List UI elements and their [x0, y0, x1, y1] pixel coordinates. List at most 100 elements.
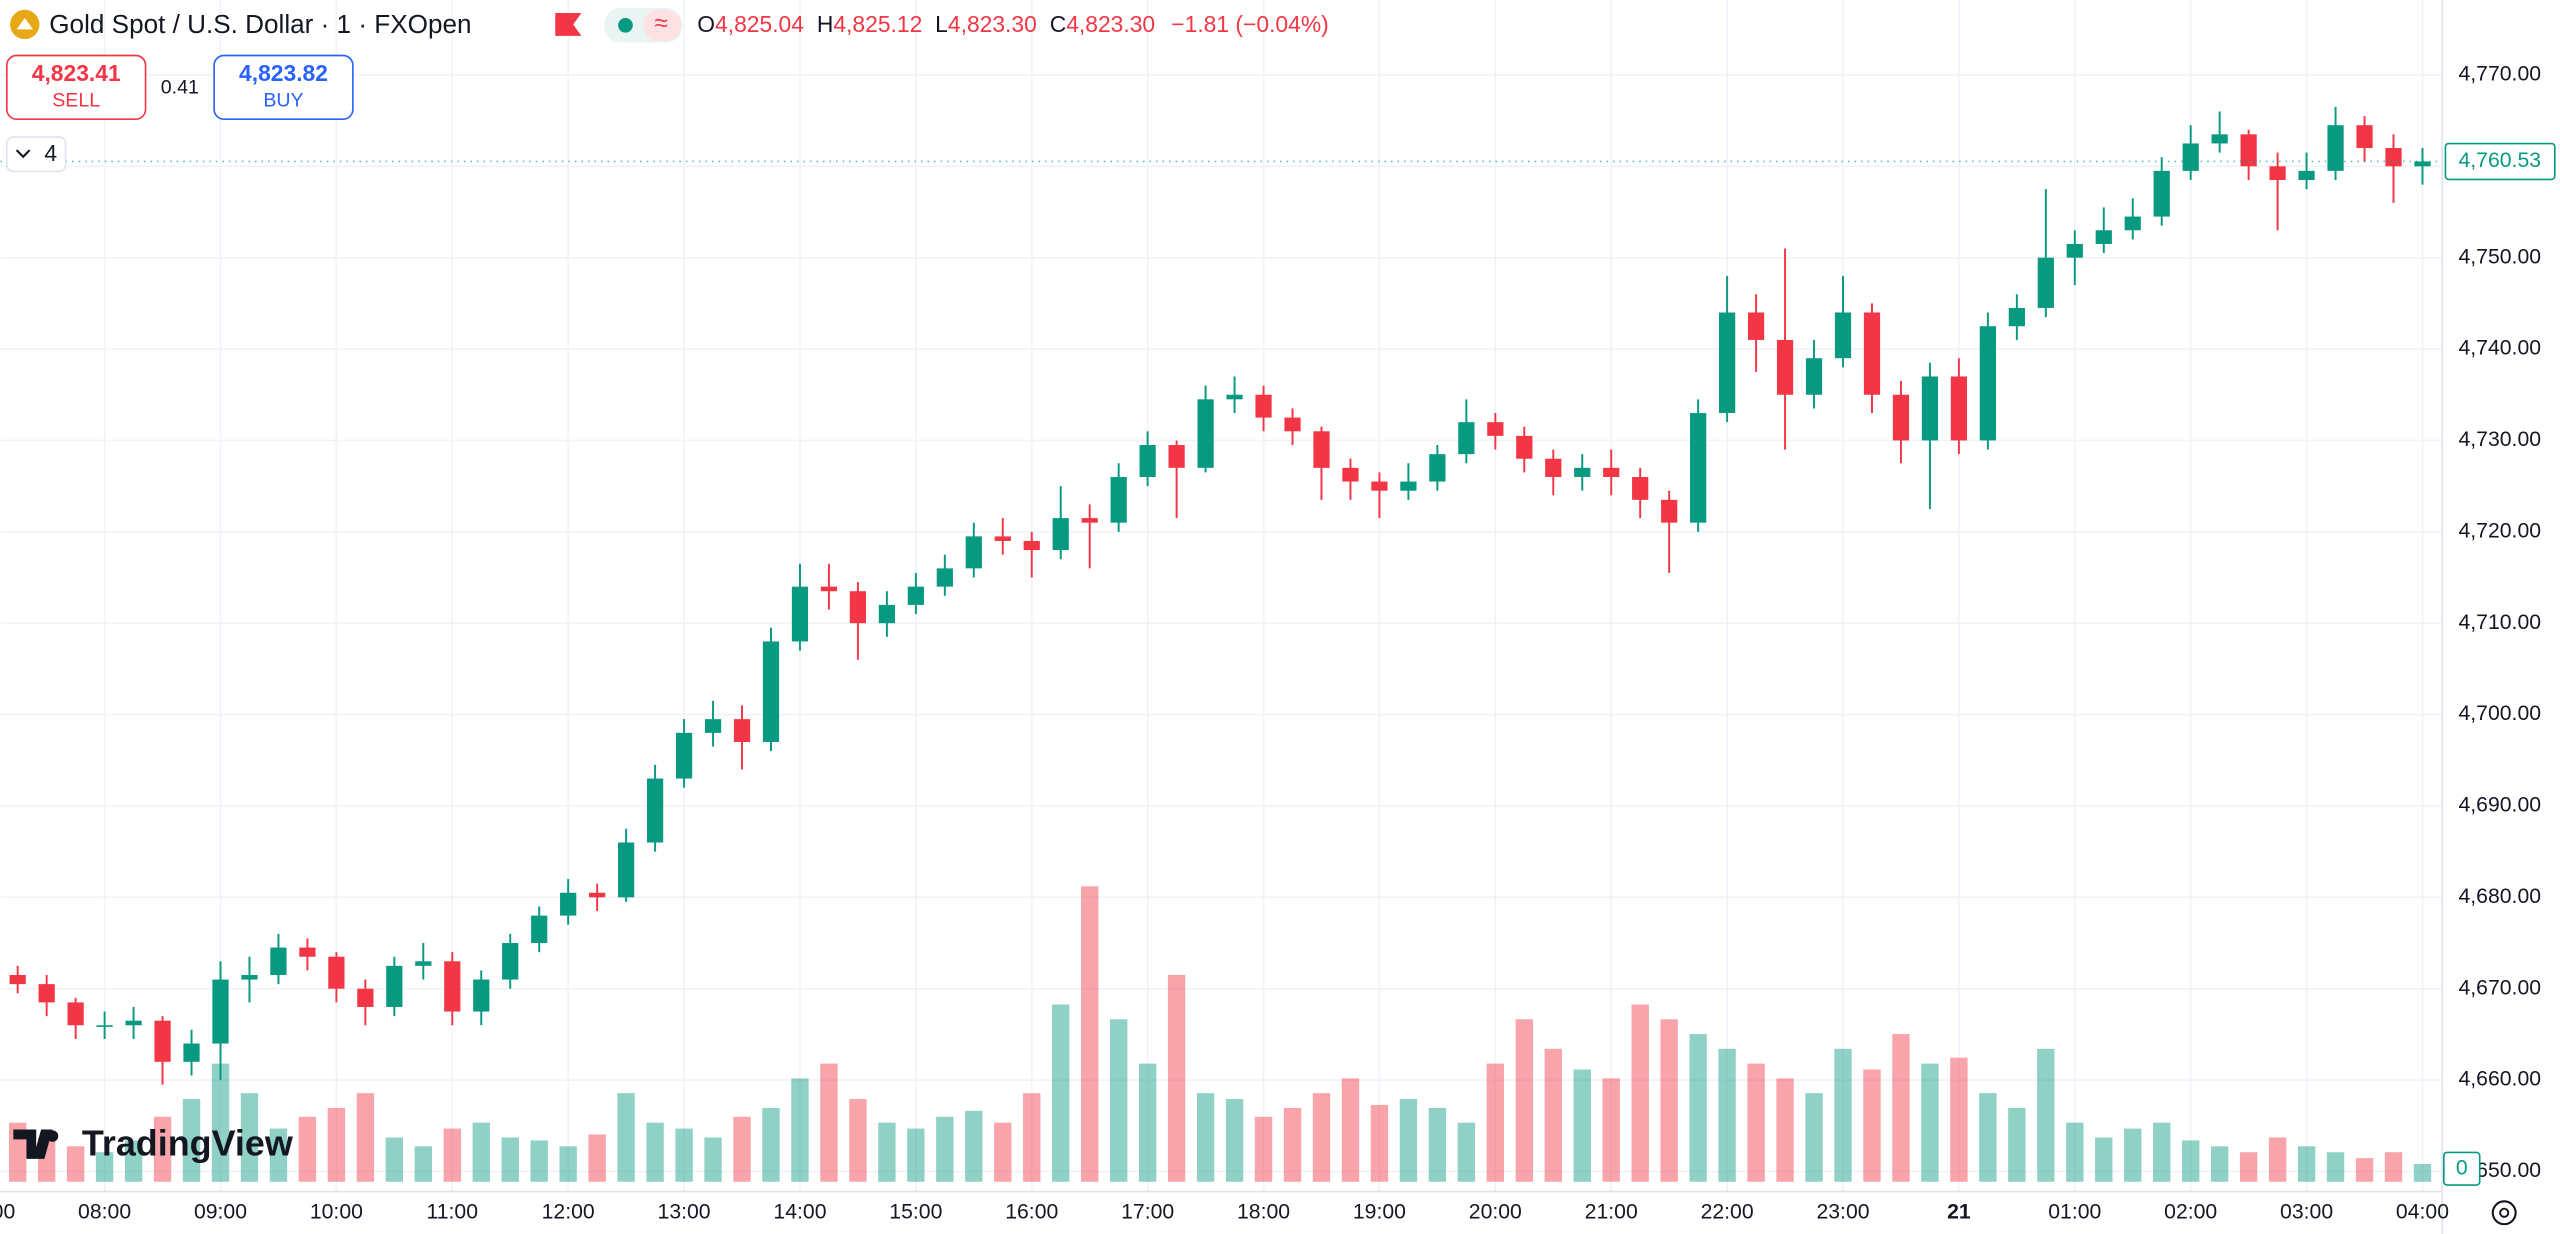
candle-body	[1168, 445, 1185, 468]
volume-bar	[1052, 1004, 1070, 1182]
y-tick-label: 4,710.00	[2459, 611, 2542, 634]
buy-button[interactable]	[213, 54, 354, 120]
indicators-toggle[interactable]: 4	[6, 136, 67, 173]
candle-body	[154, 1020, 171, 1062]
x-tick-label: 01:00	[2048, 1200, 2101, 1223]
candle-body	[849, 591, 867, 624]
candle-body	[1400, 481, 1417, 491]
buy-label: BUY	[263, 89, 303, 111]
candle-body	[2240, 134, 2257, 167]
volume-bar	[907, 1128, 925, 1182]
x-tick-label: 11:00	[427, 1200, 479, 1223]
volume-bar	[472, 1122, 490, 1182]
l-value: 4,823.30	[948, 11, 1037, 37]
x-tick-label: 18:00	[1237, 1200, 1290, 1223]
logo-text: TradingView	[82, 1122, 293, 1163]
candle-body	[328, 956, 345, 989]
candle-body	[1342, 467, 1359, 482]
x-tick-label: 23:00	[1816, 1200, 1869, 1223]
volume-bar	[994, 1122, 1012, 1182]
x-tick-label: 20:00	[1469, 1200, 1522, 1223]
volume-bar	[2239, 1152, 2258, 1182]
candle-body	[965, 536, 982, 569]
candle-body	[1747, 312, 1765, 340]
logo-mark	[13, 1129, 53, 1159]
c-label: C	[1050, 11, 1067, 37]
volume-bar	[530, 1140, 548, 1182]
volume-bar	[1428, 1107, 1447, 1182]
x-tick-label: 12:00	[542, 1200, 595, 1223]
volume-bar	[2037, 1048, 2055, 1182]
volume-tick-label: 0	[2456, 1156, 2468, 1179]
last-price-box	[2444, 142, 2556, 181]
candle-body	[125, 1020, 142, 1026]
candle-body	[502, 943, 519, 980]
candle-body	[2008, 307, 2025, 327]
candle-body	[531, 915, 548, 944]
candle-body	[560, 892, 577, 916]
y-tick-label: 4,670.00	[2459, 976, 2542, 999]
settings-icon-core	[2499, 1207, 2510, 1218]
volume-bar	[1081, 886, 1099, 1182]
volume-bar	[443, 1128, 461, 1182]
candle-body	[67, 1002, 84, 1026]
volume-bar	[2066, 1122, 2084, 1182]
volume-bar	[211, 1063, 230, 1182]
candle-body	[1023, 540, 1040, 551]
volume-bar	[327, 1107, 346, 1182]
volume-bar	[1979, 1093, 1997, 1182]
candle-body	[1110, 476, 1127, 523]
volume-bar	[2297, 1146, 2316, 1182]
candle-body	[38, 984, 55, 1003]
candle-body	[1284, 417, 1301, 432]
indicators-box[interactable]	[6, 136, 67, 173]
candle-body	[936, 568, 953, 587]
candle-body	[994, 536, 1011, 541]
volume-bar	[1747, 1063, 1765, 1182]
candle-body	[9, 974, 26, 985]
volume-bar	[1515, 1019, 1533, 1182]
candle-body	[1371, 481, 1388, 491]
volume-bar	[936, 1116, 954, 1182]
volume-bar	[733, 1116, 751, 1182]
buy-price: 4,823.82	[239, 60, 328, 86]
status-pill-right	[643, 9, 681, 41]
candle-body	[704, 719, 722, 733]
change: −1.81 (−0.04%)	[1171, 11, 1328, 37]
volume-bar	[298, 1116, 317, 1182]
volume-bar	[1225, 1099, 1244, 1182]
volume-bar	[1718, 1048, 1736, 1182]
y-tick-label: 4,660.00	[2459, 1068, 2542, 1091]
candle-body	[1313, 431, 1330, 468]
x-tick-label: 02:00	[2164, 1200, 2217, 1223]
candle-body	[270, 947, 287, 975]
y-tick-label: 4,730.00	[2459, 428, 2542, 451]
candle-body	[1719, 312, 1736, 414]
indicators-count: 4	[44, 140, 57, 166]
volume-bar	[153, 1116, 172, 1182]
candle-body	[2095, 230, 2112, 244]
volume-bar	[1660, 1019, 1678, 1182]
candle-body	[1081, 518, 1098, 523]
volume-bar	[2413, 1164, 2432, 1182]
settings-button[interactable]	[2491, 1200, 2517, 1226]
settings-icon[interactable]	[2491, 1200, 2517, 1226]
y-tick-label: 4,750.00	[2459, 245, 2542, 268]
candle-body	[733, 719, 751, 742]
candle-body	[1950, 376, 1968, 441]
volume-bar	[878, 1122, 896, 1182]
volume-bar	[1863, 1069, 1881, 1182]
sell-button[interactable]	[6, 54, 147, 120]
candle-body	[299, 947, 316, 957]
x-tick-label: 14:00	[773, 1200, 826, 1223]
volume-bar	[269, 1128, 288, 1182]
volume-bar	[2095, 1137, 2113, 1182]
flag-icon[interactable]	[555, 13, 582, 36]
x-tick-label: 15:00	[889, 1200, 942, 1223]
x-tick-label: 22:00	[1701, 1200, 1754, 1223]
delay-icon: ≈	[655, 10, 668, 37]
volume-bar	[1341, 1078, 1360, 1182]
volume-bar	[2384, 1152, 2403, 1182]
candle-body	[1139, 445, 1156, 477]
market-open-dot	[618, 17, 633, 33]
